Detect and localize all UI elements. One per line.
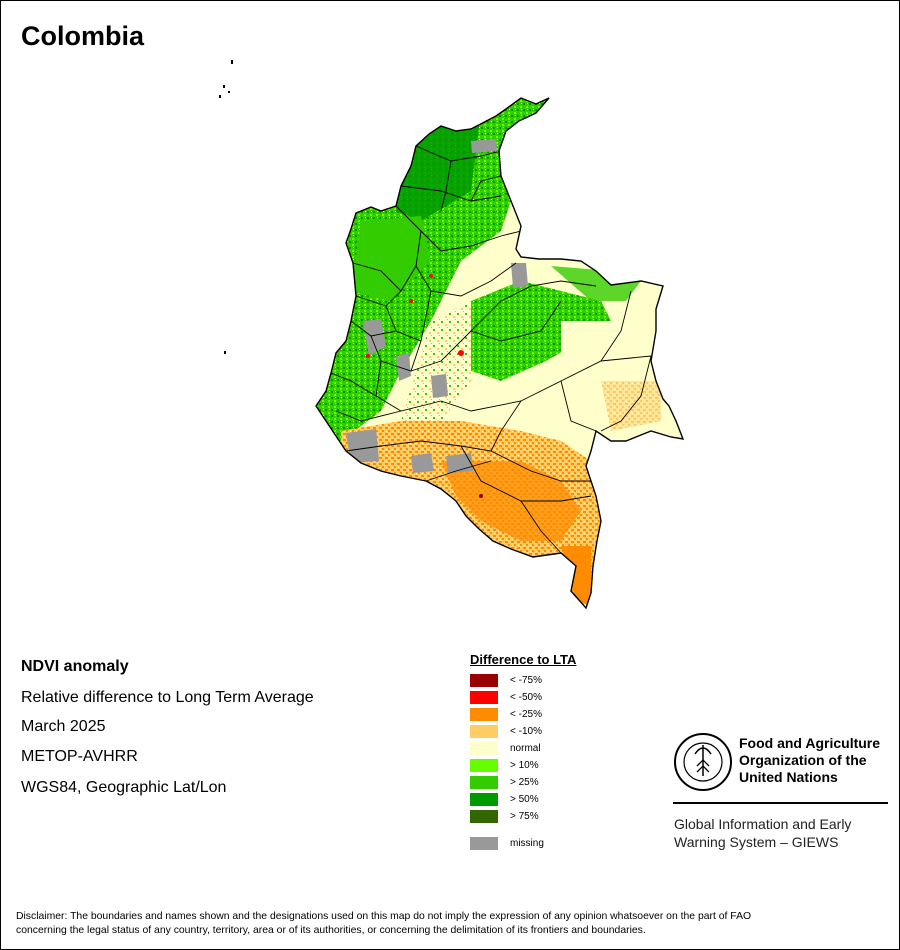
legend-swatch xyxy=(470,837,498,850)
ndvi-anomaly-raster xyxy=(316,98,683,608)
legend-item: > 75% xyxy=(470,808,650,825)
fao-name-line: Food and Agriculture xyxy=(739,735,881,751)
fao-name: Food and Agriculture Organization of the… xyxy=(739,735,899,786)
legend-title: Difference to LTA xyxy=(470,652,577,667)
legend-label: > 75% xyxy=(510,811,539,822)
divider xyxy=(673,802,888,804)
san-andres-islands xyxy=(219,60,233,354)
legend-label: > 10% xyxy=(510,760,539,771)
legend-label: > 25% xyxy=(510,777,539,788)
fao-name-line: Organization of the xyxy=(739,752,867,768)
legend-label: < -25% xyxy=(510,709,542,720)
legend-item: > 10% xyxy=(470,757,650,774)
info-description: Relative difference to Long Term Average xyxy=(21,689,314,706)
giews-name: Global Information and Early Warning Sys… xyxy=(674,815,851,851)
giews-line: Global Information and Early xyxy=(674,816,852,832)
disclaimer-line: concerning the legal status of any count… xyxy=(16,925,646,936)
legend-swatch xyxy=(470,793,498,806)
legend-item: normal xyxy=(470,740,650,757)
legend-label: missing xyxy=(510,838,544,849)
legend-label: normal xyxy=(510,743,541,754)
legend-item: > 25% xyxy=(470,774,650,791)
disclaimer-line: Disclaimer: The boundaries and names sho… xyxy=(16,911,752,922)
fao-logo-icon xyxy=(674,733,732,791)
legend-swatch xyxy=(470,759,498,772)
legend: Difference to LTA < -75% < -50% < -25% < -1… xyxy=(470,652,650,852)
legend-item: > 50% xyxy=(470,791,650,808)
info-sensor: METOP-AVHRR xyxy=(21,748,138,765)
map-title: Colombia xyxy=(21,21,145,51)
legend-swatch xyxy=(470,691,498,704)
info-projection: WGS84, Geographic Lat/Lon xyxy=(21,779,227,796)
legend-swatch xyxy=(470,725,498,738)
legend-swatch xyxy=(470,674,498,687)
info-heading: NDVI anomaly xyxy=(21,658,129,675)
info-period: March 2025 xyxy=(21,718,106,735)
colombia-map xyxy=(219,60,684,609)
legend-label: < -75% xyxy=(510,675,542,686)
department-boundaries xyxy=(330,145,652,554)
disclaimer: Disclaimer: The boundaries and names sho… xyxy=(16,910,886,938)
giews-line: Warning System – GIEWS xyxy=(674,834,839,850)
legend-item: < -75% xyxy=(470,672,650,689)
legend-item: < -25% xyxy=(470,706,650,723)
legend-label: < -50% xyxy=(510,692,542,703)
legend-label: < -10% xyxy=(510,726,542,737)
legend-swatch xyxy=(470,810,498,823)
legend-item-missing: missing xyxy=(470,835,650,852)
legend-swatch xyxy=(470,708,498,721)
legend-item: < -10% xyxy=(470,723,650,740)
legend-label: > 50% xyxy=(510,794,539,805)
fao-name-line: United Nations xyxy=(739,769,838,785)
legend-swatch xyxy=(470,742,498,755)
legend-item: < -50% xyxy=(470,689,650,706)
legend-swatch xyxy=(470,776,498,789)
